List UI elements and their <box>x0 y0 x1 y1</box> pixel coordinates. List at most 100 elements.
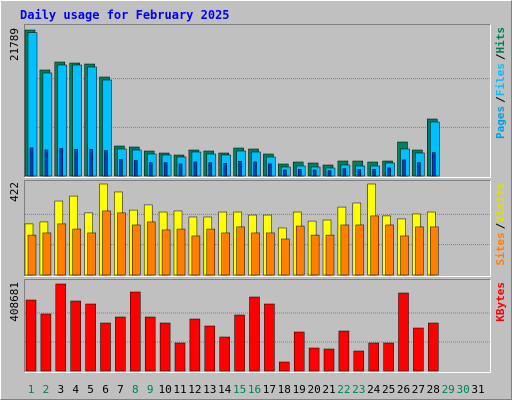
bar <box>134 160 138 177</box>
bar <box>144 316 156 372</box>
x-tick-label: 10 <box>158 383 171 396</box>
bar <box>189 318 201 372</box>
x-tick-label: 3 <box>57 383 64 396</box>
bar <box>353 350 365 372</box>
bar <box>89 148 93 177</box>
bar <box>372 169 376 177</box>
x-tick-label: 20 <box>307 383 320 396</box>
chart-title: Daily usage for February 2025 <box>20 8 230 22</box>
bar <box>323 348 335 372</box>
legend-entry: Pages <box>494 106 507 139</box>
bar <box>342 168 347 177</box>
x-tick-label: 24 <box>367 383 381 396</box>
x-tick-label: 13 <box>203 383 216 396</box>
bar <box>370 215 379 276</box>
bar <box>40 313 52 372</box>
bar <box>204 325 216 372</box>
bar <box>417 162 421 177</box>
legend: Sites /Visits <box>494 183 507 266</box>
bar <box>55 283 67 372</box>
bar <box>132 224 141 276</box>
legend-separator: / <box>494 53 507 60</box>
bar <box>293 331 305 372</box>
x-tick-label: 11 <box>173 383 186 396</box>
panel-bevel-dark <box>24 24 491 178</box>
x-tick-label: 2 <box>43 383 50 396</box>
bar <box>310 234 320 276</box>
bar <box>295 225 305 276</box>
bar <box>281 238 290 276</box>
bar <box>74 148 78 177</box>
x-tick-label: 26 <box>397 383 410 396</box>
bar <box>221 232 230 276</box>
bar <box>357 169 362 177</box>
x-tick-label: 9 <box>147 383 154 396</box>
bar <box>104 150 108 177</box>
x-tick-label: 25 <box>382 383 395 396</box>
bar <box>72 228 81 276</box>
legend: KBytes <box>494 282 507 322</box>
bar <box>27 234 37 276</box>
y-tick-label: 21789 <box>8 28 21 61</box>
bar <box>325 234 335 276</box>
x-tick-label: 12 <box>188 383 201 396</box>
bar <box>400 235 409 276</box>
legend-entry: Files <box>494 63 507 96</box>
bar <box>163 162 168 177</box>
legend-entry: Visits <box>494 183 507 223</box>
bar <box>29 147 34 177</box>
x-tick-label: 1 <box>28 383 35 396</box>
panel-bevel-dark <box>24 180 491 277</box>
bar <box>148 162 153 177</box>
bar <box>130 291 141 372</box>
bar <box>219 336 230 372</box>
x-tick-label: 19 <box>293 383 306 396</box>
y-tick-label: 422 <box>8 182 21 202</box>
x-tick-label: 30 <box>456 383 469 396</box>
bar <box>398 292 409 372</box>
bar <box>428 322 439 372</box>
bar <box>368 342 379 372</box>
bar <box>70 300 81 372</box>
x-tick-label: 15 <box>233 383 246 396</box>
bar <box>223 163 227 177</box>
bar <box>25 299 37 372</box>
legend-entry: Hits <box>494 27 507 54</box>
bar <box>251 232 260 276</box>
x-tick-label: 31 <box>471 383 484 396</box>
x-tick-label: 14 <box>218 383 232 396</box>
bar <box>387 167 391 177</box>
bar <box>119 158 123 177</box>
x-tick-label: 22 <box>337 383 350 396</box>
bar <box>413 327 424 372</box>
bar <box>279 361 290 372</box>
bar <box>57 223 67 276</box>
bar <box>115 316 126 372</box>
bar <box>430 226 439 276</box>
bar <box>297 169 302 177</box>
bar <box>87 232 96 276</box>
x-tick-label: 17 <box>263 383 276 396</box>
x-tick-label: 16 <box>248 383 261 396</box>
x-tick-label: 27 <box>412 383 425 396</box>
bar <box>174 342 186 372</box>
bar <box>42 232 52 276</box>
x-tick-label: 21 <box>322 383 335 396</box>
x-tick-label: 6 <box>102 383 109 396</box>
bar <box>176 228 186 276</box>
bar <box>266 232 275 276</box>
panel-bevel-light <box>24 180 491 277</box>
bar <box>385 224 394 276</box>
bar <box>44 149 49 177</box>
y-tick-label: 408681 <box>8 282 21 322</box>
bar <box>253 161 257 177</box>
bar <box>59 148 64 177</box>
bar <box>283 169 287 177</box>
x-tick-label: 23 <box>352 383 365 396</box>
bar <box>312 169 317 177</box>
bar <box>238 161 242 177</box>
bar <box>355 224 365 276</box>
bar <box>249 296 260 372</box>
